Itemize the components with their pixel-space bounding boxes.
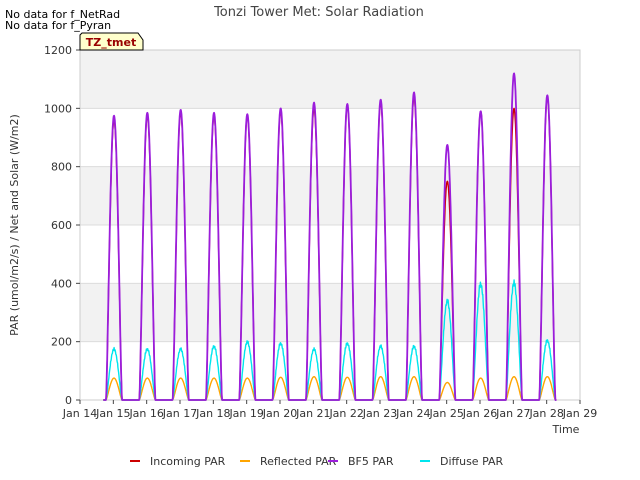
background-band [80, 50, 580, 109]
legend-label-reflected: Reflected PAR [260, 455, 337, 468]
x-tick-label: Jan 21 [295, 407, 330, 420]
plot-background-bands [80, 50, 580, 342]
x-tick-label: Jan 19 [228, 407, 263, 420]
no-data-note-pyran: No data for f_Pyran [5, 19, 112, 32]
x-tick-label: Jan 16 [128, 407, 163, 420]
chart-title: Tonzi Tower Met: Solar Radiation [213, 5, 424, 20]
site-badge-text: TZ_tmet [86, 36, 136, 49]
site-badge: TZ_tmet [79, 32, 144, 51]
x-tick-label: Jan 25 [428, 407, 463, 420]
x-tick-label: Jan 18 [195, 407, 230, 420]
x-tick-label: Jan 27 [495, 407, 530, 420]
x-tick-label: Jan 24 [395, 407, 430, 420]
x-tick-label: Jan 29 [562, 407, 597, 420]
legend-label-diffuse: Diffuse PAR [440, 455, 504, 468]
y-tick-label: 200 [51, 336, 72, 349]
series-layer [102, 72, 557, 401]
x-tick-label: Jan 28 [528, 407, 563, 420]
x-tick-label: Jan 17 [162, 407, 197, 420]
y-tick-label: 600 [51, 219, 72, 232]
y-axis-label: PAR (umol/m2/s) / Net and Solar (W/m2) [8, 114, 21, 336]
no-data-note-netrad: No data for f_NetRad [5, 8, 121, 21]
x-tick-label: Jan 22 [328, 407, 363, 420]
x-tick-label: Jan 26 [462, 407, 497, 420]
legend-label-incoming: Incoming PAR [150, 455, 226, 468]
x-tick-label: Jan 15 [95, 407, 130, 420]
y-tick-label: 800 [51, 161, 72, 174]
x-tick-label: Jan 20 [262, 407, 297, 420]
background-band [80, 283, 580, 342]
series-line-incoming [103, 96, 557, 401]
x-tick-label: Jan 23 [362, 407, 397, 420]
y-tick-label: 400 [51, 277, 72, 290]
background-band [80, 166, 580, 225]
x-tick-label: Jan 14 [62, 407, 97, 420]
legend: Incoming PAR Reflected PAR BF5 PAR Diffuse … [130, 455, 504, 468]
y-tick-label: 0 [65, 394, 72, 407]
site-badge-box [79, 32, 144, 51]
y-tick-label: 1000 [44, 102, 72, 115]
legend-label-bf5: BF5 PAR [348, 455, 394, 468]
y-tick-label: 1200 [44, 44, 72, 57]
series-line-bf5 [102, 72, 557, 401]
x-axis-label: Time [552, 423, 580, 436]
